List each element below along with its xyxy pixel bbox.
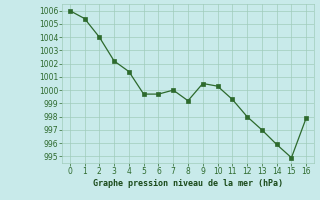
X-axis label: Graphe pression niveau de la mer (hPa): Graphe pression niveau de la mer (hPa) — [93, 179, 283, 188]
